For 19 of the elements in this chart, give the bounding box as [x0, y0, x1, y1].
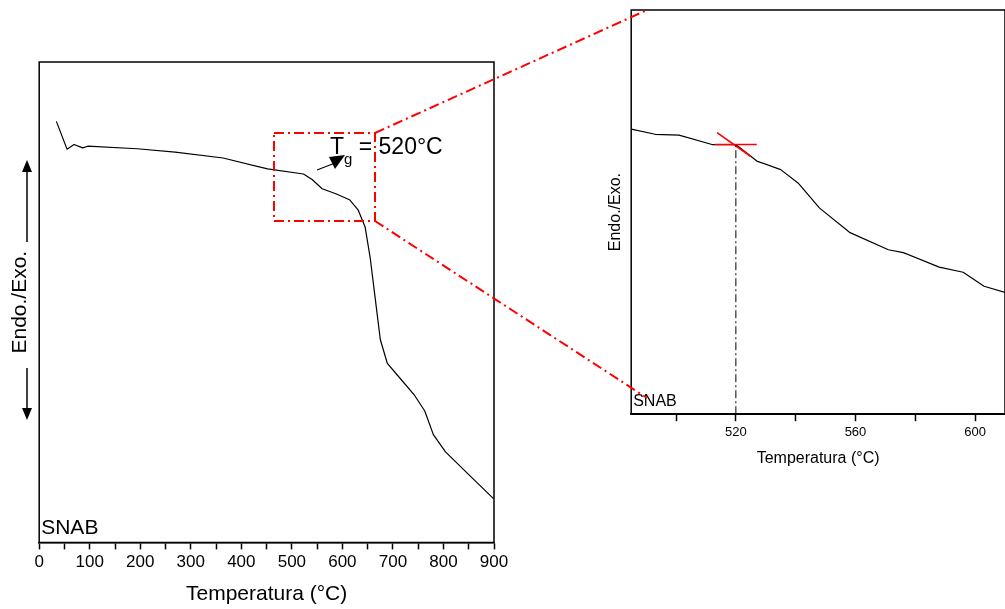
- x-tick-label: 520: [725, 423, 747, 439]
- y-axis-title: Endo./Exo.: [7, 250, 31, 354]
- annotation: SNAB: [633, 392, 677, 410]
- x-tick-label: 400: [227, 552, 256, 572]
- x-tick-label: 200: [126, 552, 155, 572]
- x-axis-title: Temperatura (°C): [756, 448, 880, 466]
- y-axis-title: Endo./Exo.: [606, 172, 624, 252]
- x-tick-label: 500: [277, 552, 307, 572]
- x-axis-title: Temperatura (°C): [185, 581, 348, 605]
- annotation: SNAB: [41, 515, 99, 539]
- x-tick-label: 600: [964, 423, 986, 439]
- x-tick-label: 560: [844, 423, 867, 439]
- x-tick-label: 0: [34, 552, 44, 572]
- x-tick-label: 800: [429, 552, 458, 572]
- x-tick-label: 700: [378, 552, 408, 572]
- x-tick-label: 300: [176, 552, 205, 572]
- x-tick-label: 600: [328, 552, 357, 572]
- x-tick-label: 900: [479, 552, 509, 572]
- x-tick-label: 100: [75, 552, 104, 572]
